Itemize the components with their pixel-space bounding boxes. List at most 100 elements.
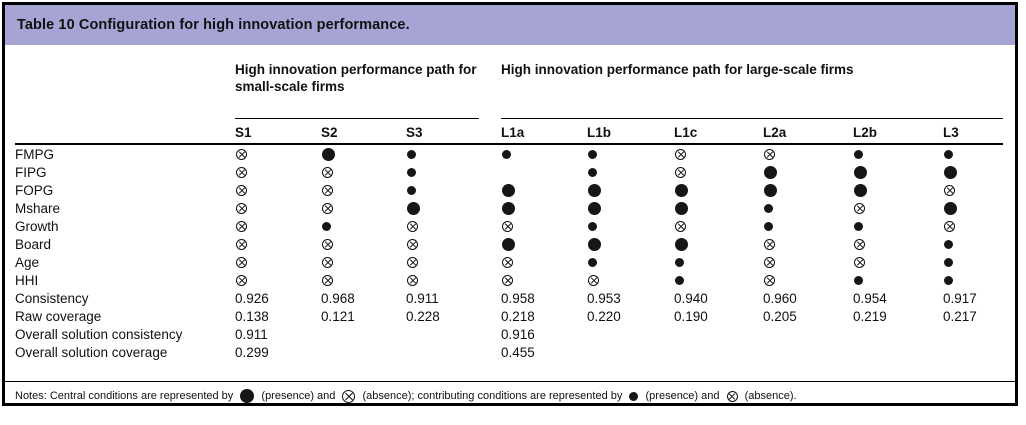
contributing-absence-icon <box>944 184 955 196</box>
condition-cell <box>587 199 674 217</box>
condition-cell <box>235 163 321 181</box>
bottom-spacer <box>15 361 1003 373</box>
value-cell: 0.911 <box>406 290 439 306</box>
contributing-absence-icon <box>407 238 418 250</box>
group-header-large-scale: High innovation performance path for lar… <box>501 45 1003 119</box>
central-presence-icon <box>764 183 777 197</box>
contributing-absence-icon <box>944 220 955 232</box>
contributing-presence-icon <box>407 167 416 177</box>
column-header-spacer <box>15 119 235 143</box>
condition-cell <box>853 253 943 271</box>
contributing-presence-icon <box>588 257 597 267</box>
condition-cell <box>943 181 1003 199</box>
condition-cell <box>321 181 406 199</box>
value-cell: 0.916 <box>501 326 535 342</box>
value-cell: 0.958 <box>501 290 535 306</box>
condition-cell <box>674 145 763 163</box>
column-header-s2: S2 <box>321 125 338 140</box>
table-title-band: Table 10 Configuration for high innovati… <box>5 5 1015 45</box>
contributing-absence-icon <box>675 220 686 232</box>
condition-cell <box>853 181 943 199</box>
central-presence-icon <box>944 201 957 215</box>
condition-cell <box>943 271 1003 289</box>
row-label: FIPG <box>15 164 47 180</box>
central-presence-icon <box>944 165 957 179</box>
value-cell: 0.190 <box>674 308 708 324</box>
row-label: FOPG <box>15 182 54 198</box>
contributing-absence-icon <box>236 148 247 160</box>
column-header-s1: S1 <box>235 125 252 140</box>
condition-cell <box>406 145 501 163</box>
row-label: HHI <box>15 272 39 288</box>
row-label: Age <box>15 254 40 270</box>
central-presence-icon <box>322 147 335 161</box>
contributing-absence-icon <box>407 220 418 232</box>
condition-cell <box>501 253 587 271</box>
value-cell: 0.121 <box>321 308 355 324</box>
value-cell: 0.940 <box>674 290 708 306</box>
contributing-presence-icon <box>322 221 331 231</box>
condition-cell <box>235 199 321 217</box>
value-cell: 0.228 <box>406 308 440 324</box>
condition-cell <box>763 163 853 181</box>
condition-cell <box>587 217 674 235</box>
contributing-presence-icon <box>944 275 953 285</box>
condition-cell <box>763 217 853 235</box>
condition-cell <box>235 235 321 253</box>
central-presence-icon <box>588 237 601 251</box>
condition-cell <box>587 271 674 289</box>
condition-cell <box>674 271 763 289</box>
contributing-absence-icon <box>322 274 333 286</box>
condition-cell <box>943 145 1003 163</box>
value-cell <box>853 325 943 343</box>
contributing-absence-icon <box>502 256 513 268</box>
central-presence-icon <box>854 165 867 179</box>
contributing-absence-icon <box>236 202 247 214</box>
condition-cell <box>943 199 1003 217</box>
column-header-l1a: L1a <box>501 125 525 140</box>
contributing-absence-icon <box>854 238 865 250</box>
central-absence-icon <box>342 389 356 403</box>
value-cell <box>763 343 853 361</box>
condition-cell <box>674 217 763 235</box>
value-cell <box>406 325 501 343</box>
central-presence-icon <box>502 201 515 215</box>
value-cell <box>674 343 763 361</box>
value-cell: 0.911 <box>235 326 268 342</box>
table-10-panel: Table 10 Configuration for high innovati… <box>2 2 1018 406</box>
condition-cell <box>943 235 1003 253</box>
central-presence-icon <box>502 237 515 251</box>
condition-cell <box>853 163 943 181</box>
row-label: Mshare <box>15 200 61 216</box>
value-cell: 0.219 <box>853 308 887 324</box>
condition-cell <box>406 217 501 235</box>
row-label: Overall solution coverage <box>15 344 168 360</box>
condition-cell <box>321 163 406 181</box>
table-notes: Notes: Central conditions are represente… <box>5 381 1015 403</box>
condition-cell <box>587 181 674 199</box>
condition-cell <box>321 145 406 163</box>
contributing-absence-icon <box>588 274 599 286</box>
row-label: Consistency <box>15 290 89 306</box>
column-header-l2a: L2a <box>763 125 787 140</box>
contributing-absence-icon <box>236 238 247 250</box>
contributing-absence-icon <box>764 238 775 250</box>
column-header-l1b: L1b <box>587 125 612 140</box>
value-cell <box>406 343 501 361</box>
central-presence-icon <box>588 201 601 215</box>
row-label: Overall solution consistency <box>15 326 183 342</box>
row-label: Board <box>15 236 52 252</box>
contributing-absence-icon <box>764 256 775 268</box>
value-cell <box>674 325 763 343</box>
central-presence-icon <box>588 183 601 197</box>
row-label: Raw coverage <box>15 308 102 324</box>
value-cell: 0.217 <box>943 308 977 324</box>
condition-cell <box>853 199 943 217</box>
contributing-absence-icon <box>502 274 513 286</box>
value-cell: 0.917 <box>943 290 977 306</box>
value-cell: 0.218 <box>501 308 535 324</box>
condition-cell <box>501 271 587 289</box>
contributing-absence-icon <box>322 202 333 214</box>
value-cell <box>587 325 674 343</box>
condition-cell <box>674 235 763 253</box>
